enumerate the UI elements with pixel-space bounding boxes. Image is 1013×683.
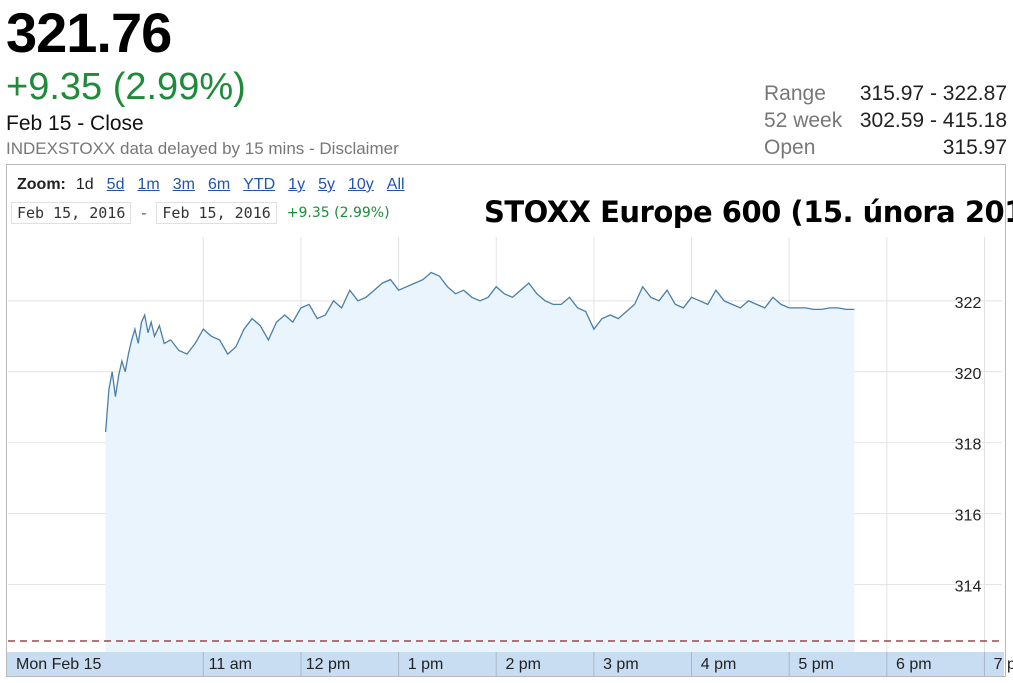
stat-row-52-week: 52 week 302.59 - 415.18 bbox=[764, 107, 1007, 134]
x-tick-label: 11 am bbox=[209, 656, 252, 673]
stat-label: Range bbox=[764, 82, 826, 105]
zoom-ytd[interactable]: YTD bbox=[243, 176, 276, 193]
range-change: +9.35 (2.99%) bbox=[286, 205, 390, 221]
y-tick-label: 314 bbox=[955, 579, 982, 596]
zoom-all[interactable]: All bbox=[386, 176, 405, 193]
price-change: +9.35 (2.99%) bbox=[6, 66, 246, 108]
date-separator: - bbox=[139, 204, 149, 222]
zoom-1d[interactable]: 1d bbox=[75, 176, 94, 193]
stat-value: 302.59 - 415.18 bbox=[859, 109, 1007, 132]
zoom-5d[interactable]: 5d bbox=[106, 176, 125, 193]
stat-row-open: Open 315.97 bbox=[764, 134, 1007, 161]
x-tick-label: Mon Feb 15 bbox=[16, 656, 101, 673]
x-tick-label: 7 pm bbox=[994, 656, 1013, 673]
x-tick-label: 6 pm bbox=[896, 656, 932, 673]
x-axis-bar bbox=[7, 652, 1004, 676]
stat-value: 315.97 bbox=[942, 136, 1007, 159]
zoom-5y[interactable]: 5y bbox=[318, 176, 335, 193]
zoom-bar: Zoom: 1d 5d 1m 3m 6m YTD 1y 5y 10y All bbox=[17, 176, 418, 194]
y-tick-label: 316 bbox=[955, 508, 982, 525]
x-tick-label: 5 pm bbox=[798, 656, 834, 673]
x-tick-label: 2 pm bbox=[505, 656, 541, 673]
start-date-input[interactable]: Feb 15, 2016 bbox=[11, 202, 132, 224]
stat-row-range: Range 315.97 - 322.87 bbox=[764, 80, 1007, 107]
zoom-6m[interactable]: 6m bbox=[207, 176, 231, 193]
stat-label: 52 week bbox=[764, 109, 843, 132]
date-range: Feb 15, 2016 - Feb 15, 2016 +9.35 (2.99%… bbox=[11, 202, 390, 224]
stat-label: Open bbox=[764, 136, 816, 159]
disclaimer-link[interactable]: Disclaimer bbox=[319, 139, 399, 158]
y-tick-label: 318 bbox=[955, 437, 982, 454]
overlay-title: STOXX Europe 600 (15. února 2016) bbox=[484, 195, 1013, 229]
y-tick-label: 322 bbox=[955, 295, 982, 312]
data-source-note: INDEXSTOXX data delayed by 15 mins - Dis… bbox=[6, 139, 399, 159]
close-label: Feb 15 - Close bbox=[6, 112, 144, 135]
x-tick-label: 3 pm bbox=[603, 656, 639, 673]
data-source-text: INDEXSTOXX data delayed by 15 mins - bbox=[6, 139, 320, 158]
last-price: 321.76 bbox=[6, 1, 172, 64]
end-date-input[interactable]: Feb 15, 2016 bbox=[156, 202, 277, 224]
zoom-10y[interactable]: 10y bbox=[347, 176, 374, 193]
stats-panel: Range 315.97 - 322.87 52 week 302.59 - 4… bbox=[764, 80, 1007, 161]
stat-value: 315.97 - 322.87 bbox=[859, 82, 1007, 105]
zoom-3m[interactable]: 3m bbox=[172, 176, 195, 193]
zoom-1y[interactable]: 1y bbox=[288, 176, 306, 193]
x-tick-label: 1 pm bbox=[408, 656, 444, 673]
price-line bbox=[104, 271, 855, 433]
x-tick-label: 4 pm bbox=[701, 656, 737, 673]
price-area bbox=[105, 272, 855, 652]
zoom-1m[interactable]: 1m bbox=[137, 176, 160, 193]
y-tick-label: 320 bbox=[955, 366, 982, 383]
zoom-label: Zoom: bbox=[17, 176, 66, 193]
x-tick-label: 12 pm bbox=[306, 656, 350, 673]
